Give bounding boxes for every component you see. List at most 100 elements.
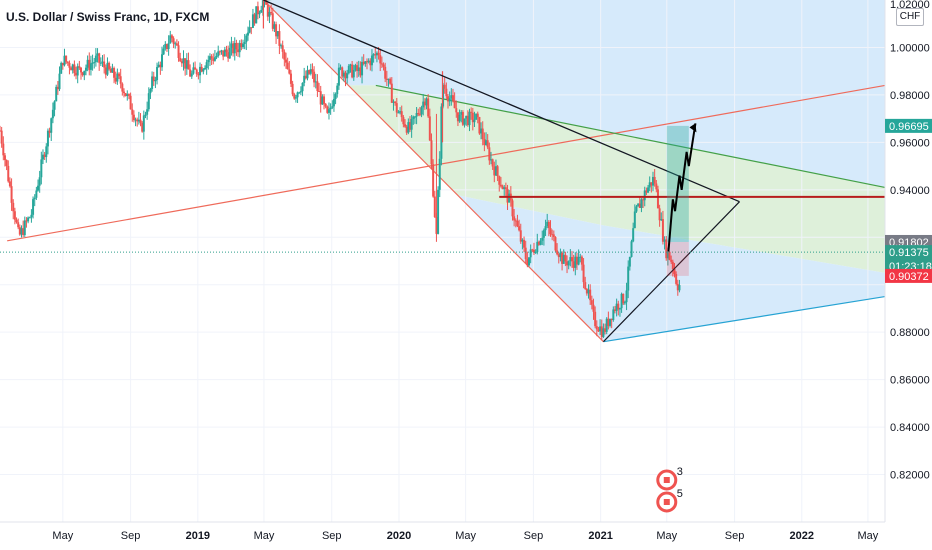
candle-body (0, 130, 3, 144)
time-tick-label[interactable]: May (858, 530, 879, 542)
stop-price-badge-bg[interactable] (885, 268, 932, 283)
overlay-drawings-layer[interactable] (0, 0, 885, 343)
candle-body (339, 67, 342, 69)
candle-body (447, 96, 450, 102)
candle-body (8, 181, 11, 187)
candle-body (66, 61, 69, 63)
projection-arrow-path[interactable] (667, 123, 697, 252)
candle-body (602, 328, 605, 337)
candle-body (60, 62, 63, 74)
candle (76, 63, 79, 84)
candle-body (481, 128, 484, 140)
event-marker-count: 5 (677, 488, 683, 500)
target-price-badge-bg[interactable] (885, 118, 932, 133)
candle-body (655, 183, 658, 190)
event-marker[interactable]: 3 (656, 466, 683, 491)
candle-body (45, 146, 48, 158)
candle (561, 251, 564, 271)
candle-body (233, 42, 236, 54)
candle (37, 179, 40, 192)
candle-body (423, 101, 426, 106)
candle-body (506, 188, 509, 203)
candle (440, 103, 443, 166)
descending-trendline[interactable] (263, 0, 740, 203)
ascending-trendline[interactable] (602, 201, 740, 343)
candle-body (367, 60, 370, 63)
candle (0, 126, 3, 148)
position-stop-zone[interactable] (666, 241, 689, 276)
candle-body (319, 91, 322, 105)
candle (131, 103, 134, 122)
grid-layer (0, 0, 885, 522)
candle (379, 48, 382, 72)
time-tick-label[interactable]: May (656, 530, 677, 542)
time-tick-label[interactable]: May (455, 530, 476, 542)
time-tick-label[interactable]: Sep (121, 530, 141, 542)
candle (670, 255, 673, 264)
candle-body (546, 221, 549, 227)
time-tick-label[interactable]: Sep (322, 530, 342, 542)
candle (169, 30, 172, 44)
candle-body (630, 241, 633, 257)
time-tick-label[interactable]: Sep (524, 530, 544, 542)
time-tick-label[interactable]: 2019 (186, 530, 210, 542)
price-axis[interactable]: 1.00000 0.98000 0.96000 0.94000 0.88000 0.860… (884, 0, 932, 550)
candle (618, 307, 621, 317)
candle-body (362, 61, 365, 64)
candle-body (491, 159, 494, 167)
candle (265, 0, 268, 5)
candle-body (172, 38, 175, 44)
candle-body (557, 254, 560, 258)
candle-body (511, 200, 514, 217)
pitchfork-lower-line[interactable] (603, 295, 886, 343)
candle (66, 61, 69, 66)
candle-body (648, 182, 651, 188)
current-price-badge-bg[interactable] (885, 245, 932, 274)
time-tick-label[interactable]: Sep (725, 530, 745, 542)
time-tick-label[interactable]: 2021 (588, 530, 612, 542)
candle (405, 124, 408, 135)
candle (539, 238, 542, 246)
candle-body (361, 61, 364, 76)
candle (288, 61, 291, 75)
time-axis[interactable]: May Sep 2019 May Sep 2020 May Sep 2021 May Sep 2022… (0, 521, 932, 550)
candle (7, 160, 10, 183)
candle (58, 66, 61, 92)
time-tick-label[interactable]: 2020 (387, 530, 411, 542)
candle (493, 161, 496, 183)
candle (22, 220, 25, 237)
candle (342, 70, 345, 82)
currency-label[interactable]: CHF (896, 8, 924, 26)
candle-body (575, 256, 578, 265)
candle-body (675, 274, 678, 284)
candle (296, 91, 299, 103)
candle (253, 12, 256, 26)
event-marker[interactable]: 5 (656, 488, 683, 513)
candle (422, 94, 425, 116)
candle (222, 50, 225, 61)
candle (271, 7, 274, 32)
candle-body (327, 109, 330, 113)
candle (27, 216, 30, 224)
time-tick-label[interactable]: 2022 (790, 530, 814, 542)
pitchfork-green-line[interactable] (375, 84, 886, 189)
candle-body (351, 64, 354, 78)
candle-body (161, 54, 164, 68)
event-markers[interactable]: 35 (656, 466, 683, 513)
candle-body (276, 31, 279, 37)
time-tick-label[interactable]: May (254, 530, 275, 542)
candle (420, 105, 423, 118)
candle-body (301, 82, 304, 92)
candle-body (372, 54, 375, 56)
pitchfork-median-line[interactable] (7, 84, 886, 242)
candle-body (356, 65, 359, 72)
candle (630, 239, 633, 258)
candle (223, 46, 226, 57)
candle (233, 37, 236, 61)
time-tick-label[interactable]: May (52, 530, 73, 542)
candle-body (260, 9, 263, 13)
candle (103, 54, 106, 74)
candle (481, 121, 484, 146)
